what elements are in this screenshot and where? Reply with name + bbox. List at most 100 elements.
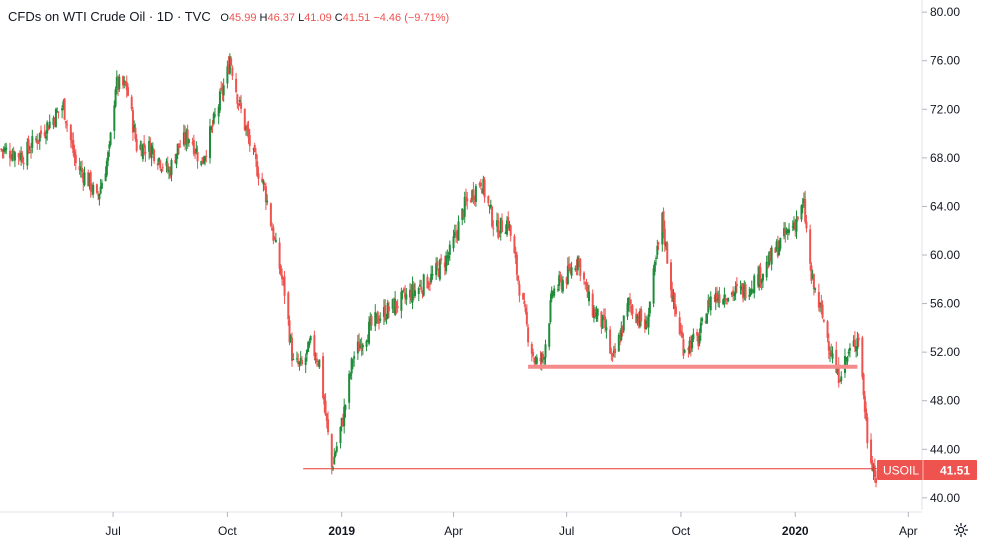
- candle-body: [469, 200, 472, 203]
- candles-group: [0, 53, 878, 488]
- candle-body: [63, 98, 66, 120]
- candle-body: [638, 311, 641, 327]
- price-axis[interactable]: 80.00 76.00 72.00 68.00 64.00 60.00 56.00 52.00…: [922, 5, 960, 505]
- candle-body: [392, 298, 395, 313]
- candle-body: [414, 290, 417, 296]
- candle-body: [212, 113, 215, 124]
- candle-body: [247, 128, 250, 138]
- candle-body: [549, 300, 552, 323]
- candle-body: [243, 108, 246, 131]
- candle-body: [235, 78, 238, 92]
- candle-body: [756, 274, 759, 286]
- candle-body: [843, 355, 846, 374]
- candle-body: [411, 284, 414, 303]
- candle-body: [661, 212, 664, 245]
- candle-body: [133, 125, 136, 132]
- candle-body: [553, 288, 556, 296]
- candle-body: [609, 329, 612, 354]
- candle-body: [134, 127, 137, 140]
- candle-body: [402, 288, 405, 291]
- candle-body: [873, 465, 876, 477]
- candle-body: [504, 232, 507, 235]
- candle-body: [866, 417, 869, 444]
- candle-body: [753, 275, 756, 294]
- candle-body: [48, 121, 51, 128]
- time-axis[interactable]: Jul Oct 2019 Apr Jul Oct 2020 Apr: [105, 512, 918, 538]
- candle-body: [524, 307, 527, 312]
- high-value: 46.37: [267, 12, 295, 24]
- candle-body: [749, 289, 752, 296]
- candle-body: [222, 85, 225, 96]
- candle-body: [817, 291, 820, 308]
- candle-body: [10, 158, 13, 160]
- candle-body: [437, 269, 440, 277]
- candle-body: [561, 280, 564, 292]
- candle-body: [848, 347, 851, 351]
- candle-body: [3, 147, 6, 152]
- low-label: L: [298, 12, 305, 24]
- time-tick-label: Jul: [559, 524, 574, 538]
- price-tick-label: 56.00: [930, 297, 960, 311]
- candle-body: [447, 255, 450, 259]
- candle-body: [595, 312, 598, 319]
- settings-gear-icon[interactable]: [951, 520, 971, 540]
- candle-body: [543, 357, 546, 360]
- candle-body: [38, 133, 41, 142]
- candle-body: [226, 66, 229, 84]
- candle-body: [187, 139, 190, 143]
- candle-body: [783, 227, 786, 237]
- candle-body: [11, 154, 14, 160]
- candle-body: [482, 178, 485, 194]
- candle-body: [46, 122, 49, 134]
- candle-body: [98, 193, 101, 200]
- candle-body: [17, 153, 20, 158]
- candle-body: [612, 350, 615, 354]
- candle-body: [652, 268, 655, 304]
- candle-body: [717, 297, 720, 302]
- candle-body: [701, 318, 704, 322]
- candle-body: [628, 299, 631, 305]
- candle-body: [374, 312, 377, 327]
- candle-body: [202, 160, 205, 164]
- candle-body: [570, 267, 573, 276]
- candle-body: [252, 148, 255, 150]
- candle-body: [681, 332, 684, 338]
- candle-body: [550, 290, 553, 300]
- candle-body: [875, 478, 878, 483]
- candle-body: [605, 327, 608, 331]
- candle-body: [108, 144, 111, 149]
- candle-body: [20, 152, 23, 161]
- candle-body: [179, 146, 182, 148]
- candle-body: [257, 173, 260, 179]
- candle-body: [339, 426, 342, 444]
- candle-body: [405, 294, 408, 300]
- candle-body: [579, 258, 582, 276]
- candle-body: [375, 313, 378, 316]
- candle-body: [131, 110, 134, 133]
- candle-body: [105, 160, 108, 176]
- candle-body: [291, 337, 294, 361]
- candle-body: [671, 289, 674, 302]
- candle-body: [66, 124, 69, 126]
- candle-body: [453, 232, 456, 236]
- candle-body: [569, 268, 572, 273]
- candle-body: [837, 365, 840, 384]
- candle-body: [714, 292, 717, 302]
- candle-body: [640, 309, 643, 322]
- candle-body: [1, 149, 4, 152]
- candle-body: [12, 150, 15, 160]
- candle-body: [636, 315, 639, 322]
- candle-body: [394, 299, 397, 315]
- candle-body: [269, 203, 272, 226]
- candle-body: [492, 228, 495, 230]
- time-tick-label: Oct: [218, 524, 237, 538]
- candle-body: [283, 276, 286, 296]
- candle-body: [177, 143, 180, 148]
- candle-body: [289, 336, 292, 342]
- candle-body: [800, 205, 803, 220]
- candle-body: [742, 283, 745, 299]
- candle-body: [857, 337, 860, 341]
- candle-body: [730, 292, 733, 295]
- candle-body: [144, 151, 147, 154]
